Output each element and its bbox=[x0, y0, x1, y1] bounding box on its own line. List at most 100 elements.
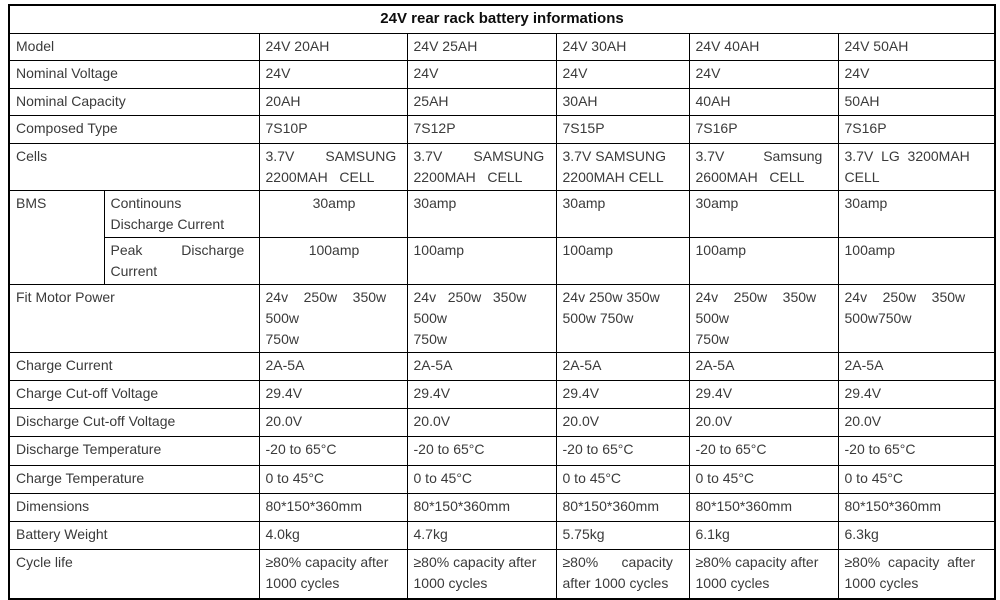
continuous-discharge-current-value: 30amp bbox=[406, 189, 557, 238]
row-label-charge-temperature: Charge Temperature bbox=[8, 464, 260, 494]
model-value: 24V 20AH bbox=[258, 32, 408, 61]
cycle-life-value: ≥80% capacity after 1000 cycles bbox=[406, 548, 557, 600]
cycle-life-value: ≥80% capacity after 1000 cycles bbox=[555, 548, 690, 600]
dimensions-value: 80*150*360mm bbox=[688, 492, 839, 522]
row-label-nominal-voltage: Nominal Voltage bbox=[8, 59, 260, 89]
row-label-charge-cutoff-voltage: Charge Cut-off Voltage bbox=[8, 379, 260, 409]
model-value: 24V 25AH bbox=[406, 32, 557, 61]
nominal-capacity-value: 20AH bbox=[258, 87, 408, 116]
continuous-discharge-current-value: 30amp bbox=[837, 189, 996, 238]
table-row: Charge Current 2A-5A 2A-5A 2A-5A 2A-5A 2… bbox=[8, 351, 996, 381]
battery-weight-value: 4.0kg bbox=[258, 520, 408, 550]
discharge-cutoff-voltage-value: 20.0V bbox=[837, 407, 996, 437]
nominal-voltage-value: 24V bbox=[258, 59, 408, 89]
discharge-cutoff-voltage-value: 20.0V bbox=[258, 407, 408, 437]
discharge-temperature-value: -20 to 65°C bbox=[258, 435, 408, 466]
table-row: Dimensions 80*150*360mm 80*150*360mm 80*… bbox=[8, 492, 996, 522]
nominal-capacity-value: 25AH bbox=[406, 87, 557, 116]
peak-discharge-current-value: 100amp bbox=[555, 236, 690, 285]
charge-cutoff-voltage-value: 29.4V bbox=[837, 379, 996, 409]
cells-value: 3.7V SAMSUNG 2200MAH CELL bbox=[555, 142, 690, 191]
row-label-dimensions: Dimensions bbox=[8, 492, 260, 522]
composed-type-value: 7S16P bbox=[688, 114, 839, 144]
nominal-voltage-value: 24V bbox=[406, 59, 557, 89]
charge-current-value: 2A-5A bbox=[837, 351, 996, 381]
row-label-battery-weight: Battery Weight bbox=[8, 520, 260, 550]
charge-cutoff-voltage-value: 29.4V bbox=[258, 379, 408, 409]
continuous-discharge-current-value: 30amp bbox=[688, 189, 839, 238]
dimensions-value: 80*150*360mm bbox=[555, 492, 690, 522]
model-value: 24V 50AH bbox=[837, 32, 996, 61]
charge-temperature-value: 0 to 45°C bbox=[837, 464, 996, 494]
discharge-cutoff-voltage-value: 20.0V bbox=[688, 407, 839, 437]
cells-value: 3.7V LG 3200MAH CELL bbox=[837, 142, 996, 191]
battery-weight-value: 5.75kg bbox=[555, 520, 690, 550]
battery-spec-document: 24V rear rack battery informations Model… bbox=[8, 4, 997, 600]
charge-temperature-value: 0 to 45°C bbox=[555, 464, 690, 494]
nominal-voltage-value: 24V bbox=[837, 59, 996, 89]
peak-discharge-current-value: 100amp bbox=[258, 236, 408, 285]
row-label-bms: BMS bbox=[8, 189, 105, 285]
fit-motor-power-value: 24v 250w 350w 500w750w bbox=[837, 283, 996, 353]
charge-cutoff-voltage-value: 29.4V bbox=[688, 379, 839, 409]
cells-value: 3.7V Samsung 2600MAH CELL bbox=[688, 142, 839, 191]
cells-value: 3.7V SAMSUNG 2200MAH CELL bbox=[406, 142, 557, 191]
dimensions-value: 80*150*360mm bbox=[258, 492, 408, 522]
table-row: Nominal Voltage 24V 24V 24V 24V 24V bbox=[8, 59, 996, 89]
charge-current-value: 2A-5A bbox=[555, 351, 690, 381]
row-label-fit-motor-power: Fit Motor Power bbox=[8, 283, 260, 353]
peak-discharge-current-value: 100amp bbox=[688, 236, 839, 285]
nominal-capacity-value: 40AH bbox=[688, 87, 839, 116]
discharge-cutoff-voltage-value: 20.0V bbox=[406, 407, 557, 437]
cycle-life-value: ≥80% capacity after 1000 cycles bbox=[258, 548, 408, 600]
row-label-cells: Cells bbox=[8, 142, 260, 191]
charge-temperature-value: 0 to 45°C bbox=[688, 464, 839, 494]
charge-current-value: 2A-5A bbox=[406, 351, 557, 381]
peak-discharge-current-value: 100amp bbox=[406, 236, 557, 285]
model-value: 24V 30AH bbox=[555, 32, 690, 61]
row-label-model: Model bbox=[8, 32, 260, 61]
row-label-composed-type: Composed Type bbox=[8, 114, 260, 144]
table-row: BMS Continouns Discharge Current 30amp 3… bbox=[8, 189, 996, 285]
table-row: Charge Temperature 0 to 45°C 0 to 45°C 0… bbox=[8, 464, 996, 494]
table-row: Cycle life ≥80% capacity after 1000 cycl… bbox=[8, 548, 996, 600]
row-label-nominal-capacity: Nominal Capacity bbox=[8, 87, 260, 116]
charge-temperature-value: 0 to 45°C bbox=[406, 464, 557, 494]
row-label-discharge-cutoff-voltage: Discharge Cut-off Voltage bbox=[8, 407, 260, 437]
row-label-charge-current: Charge Current bbox=[8, 351, 260, 381]
continuous-discharge-current-value: 30amp bbox=[555, 189, 690, 238]
table-row: Nominal Capacity 20AH 25AH 30AH 40AH 50A… bbox=[8, 87, 996, 116]
nominal-voltage-value: 24V bbox=[688, 59, 839, 89]
battery-spec-table: 24V rear rack battery informations Model… bbox=[8, 4, 997, 600]
dimensions-value: 80*150*360mm bbox=[837, 492, 996, 522]
table-title: 24V rear rack battery informations bbox=[8, 4, 996, 34]
cells-value: 3.7V SAMSUNG 2200MAH CELL bbox=[258, 142, 408, 191]
table-row: Peak Discharge Current 100amp 100amp 100… bbox=[9, 236, 996, 285]
table-row: Model 24V 20AH 24V 25AH 24V 30AH 24V 40A… bbox=[8, 32, 996, 61]
composed-type-value: 7S16P bbox=[837, 114, 996, 144]
discharge-temperature-value: -20 to 65°C bbox=[837, 435, 996, 466]
battery-weight-value: 4.7kg bbox=[406, 520, 557, 550]
row-label-cycle-life: Cycle life bbox=[8, 548, 260, 600]
model-value: 24V 40AH bbox=[688, 32, 839, 61]
table-row: Discharge Temperature -20 to 65°C -20 to… bbox=[8, 435, 996, 466]
fit-motor-power-value: 24v 250w 350w 500w 750w bbox=[555, 283, 690, 353]
peak-discharge-current-value: 100amp bbox=[837, 236, 996, 285]
discharge-temperature-value: -20 to 65°C bbox=[688, 435, 839, 466]
row-label-bms-peak-discharge-current: Peak Discharge Current bbox=[103, 236, 260, 285]
discharge-temperature-value: -20 to 65°C bbox=[406, 435, 557, 466]
fit-motor-power-value: 24v 250w 350w 500w 750w bbox=[688, 283, 839, 353]
fit-motor-power-value: 24v 250w 350w 500w 750w bbox=[258, 283, 408, 353]
continuous-discharge-current-value: 30amp bbox=[258, 189, 408, 238]
table-row: Discharge Cut-off Voltage 20.0V 20.0V 20… bbox=[8, 407, 996, 437]
dimensions-value: 80*150*360mm bbox=[406, 492, 557, 522]
battery-weight-value: 6.1kg bbox=[688, 520, 839, 550]
row-label-bms-continuous-discharge-current: Continouns Discharge Current bbox=[103, 189, 260, 238]
cycle-life-value: ≥80% capacity after 1000 cycles bbox=[688, 548, 839, 600]
composed-type-value: 7S12P bbox=[406, 114, 557, 144]
table-row: Charge Cut-off Voltage 29.4V 29.4V 29.4V… bbox=[8, 379, 996, 409]
cycle-life-value: ≥80% capacity after 1000 cycles bbox=[837, 548, 996, 600]
discharge-temperature-value: -20 to 65°C bbox=[555, 435, 690, 466]
charge-cutoff-voltage-value: 29.4V bbox=[555, 379, 690, 409]
row-label-discharge-temperature: Discharge Temperature bbox=[8, 435, 260, 466]
